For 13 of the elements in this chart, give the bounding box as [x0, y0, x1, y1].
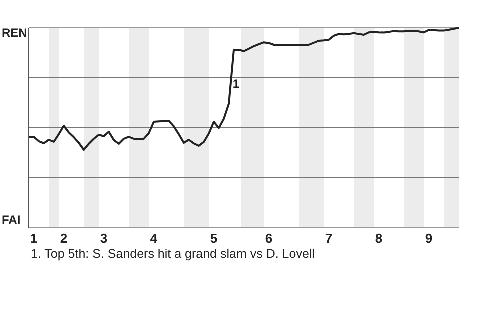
x-tick-label: 3	[100, 231, 108, 246]
annotation: 1	[232, 77, 240, 91]
text: 1. Top 5th: S. Sanders hit a grand slam vs D. Lovell	[31, 247, 315, 261]
x-tick-label: 9	[425, 231, 433, 246]
x-tick-label: 7	[325, 231, 333, 246]
x-tick-label: 8	[375, 231, 383, 246]
x-tick-label: 4	[150, 231, 158, 246]
x-tick-label: 5	[210, 231, 218, 246]
x-tick-label: 1	[30, 231, 38, 246]
x-tick-label: 2	[60, 231, 68, 246]
text: REN	[2, 26, 28, 40]
text: FAI	[2, 213, 21, 228]
x-tick-label: 6	[265, 231, 273, 246]
